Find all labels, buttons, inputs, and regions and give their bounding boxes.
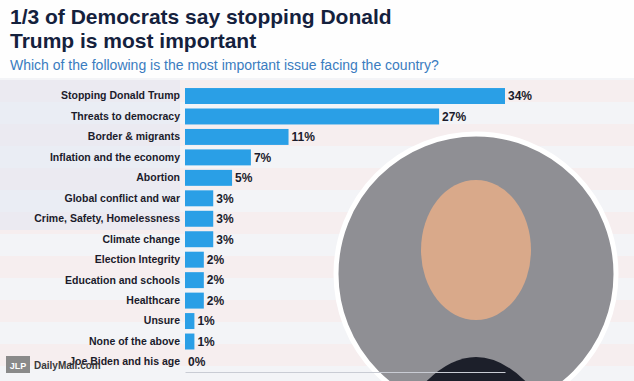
y-tick: Crime, Safety, Homelessness [34, 212, 184, 224]
data-label: 34% [508, 89, 532, 103]
bar [185, 354, 186, 370]
photo-suit [400, 357, 552, 381]
data-label: 0% [188, 355, 206, 369]
bar [185, 252, 204, 268]
y-tick: Education and schools [65, 274, 184, 286]
bar [185, 149, 251, 165]
y-tick-label: Education and schools [65, 274, 180, 286]
photo-circle [336, 134, 616, 381]
photo-face [421, 180, 531, 320]
y-tick: Healthcare [126, 294, 184, 306]
y-tick-label: Inflation and the economy [50, 151, 180, 163]
y-tick-label: None of the above [89, 335, 180, 347]
bar [185, 190, 213, 206]
y-tick: Climate change [102, 233, 184, 245]
y-tick: None of the above [89, 335, 184, 347]
y-tick-label: Crime, Safety, Homelessness [34, 212, 180, 224]
title: 1/3 of Democrats say stopping DonaldTrum… [10, 5, 392, 52]
bar [185, 272, 204, 288]
y-tick-label: Unsure [144, 314, 180, 326]
subtitle: Which of the following is the most impor… [10, 57, 439, 73]
logo-text: JLP [10, 361, 27, 371]
data-label: 11% [292, 130, 316, 144]
data-label: 3% [216, 212, 234, 226]
bar [185, 109, 439, 125]
logo-box [6, 356, 30, 373]
x-axis [186, 372, 506, 373]
data-label: 1% [197, 335, 215, 349]
bar [185, 334, 194, 350]
y-tick-label: Border & migrants [88, 130, 180, 142]
y-tick-label: Climate change [102, 233, 180, 245]
y-tick-label: Global conflict and war [64, 192, 180, 204]
data-label: 5% [235, 171, 253, 185]
y-tick-label: Healthcare [126, 294, 180, 306]
data-label: 3% [216, 192, 234, 206]
bars [185, 88, 505, 349]
y-tick-label: Election Integrity [95, 253, 180, 265]
photo [336, 134, 616, 381]
data-label: 2% [207, 294, 225, 308]
y-tick-label: Abortion [136, 171, 180, 183]
y-tick: Threats to democracy [71, 110, 184, 122]
y-tick: Inflation and the economy [50, 151, 184, 163]
source-logos: JLP DailyMail.com [6, 356, 101, 373]
y-tick-label: Stopping Donald Trump [61, 89, 180, 101]
y-axis: Stopping Donald Trump Threats to democrac… [34, 87, 184, 373]
x-axis-line [186, 372, 506, 373]
bar [185, 170, 232, 186]
bar [185, 88, 505, 104]
data-labels: 34%27%11%7%5%3%3%3%2%2%2%1%1%0% [188, 89, 532, 369]
data-label: 2% [207, 273, 225, 287]
logo-text: DailyMail.com [34, 360, 101, 371]
data-label: 3% [216, 233, 234, 247]
data-label: 27% [442, 110, 466, 124]
chart: 1/3 of Democrats say stopping DonaldTrum… [0, 0, 634, 381]
y-tick: Election Integrity [95, 253, 184, 265]
bar [185, 313, 194, 329]
bar [185, 293, 204, 309]
data-label: 7% [254, 151, 272, 165]
bar [185, 231, 213, 247]
y-tick-label: Threats to democracy [71, 110, 180, 122]
bar [185, 211, 213, 227]
header-fill [0, 0, 634, 78]
data-label: 1% [197, 314, 215, 328]
bar [185, 129, 289, 145]
y-tick: Abortion [136, 171, 184, 183]
y-tick: Border & migrants [88, 130, 184, 142]
y-axis-line [184, 87, 185, 373]
flag-canton [0, 80, 180, 230]
data-label: 2% [207, 253, 225, 267]
y-tick: Unsure [144, 314, 184, 326]
y-tick: Global conflict and war [64, 192, 184, 204]
y-tick: Stopping Donald Trump [61, 89, 184, 101]
